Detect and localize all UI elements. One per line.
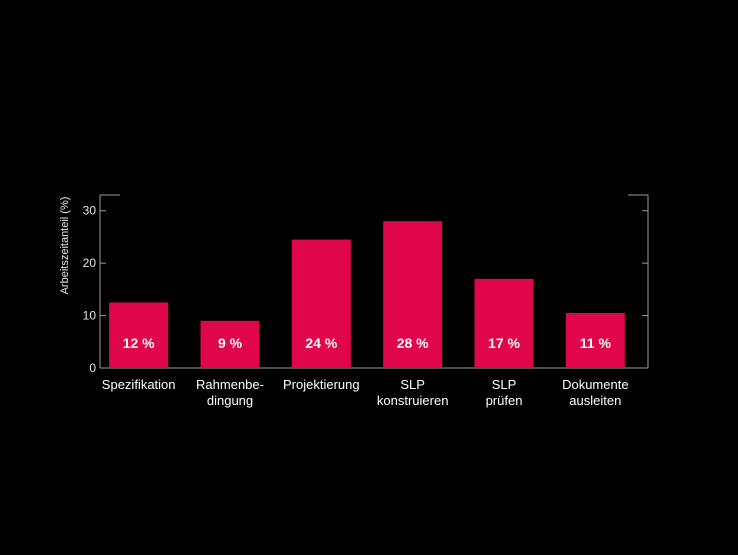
bar [383,221,443,368]
category-label: prüfen [486,393,523,408]
data-label: 17 % [488,335,520,351]
y-axis-label: Arbeitszeitanteil (%) [59,197,71,295]
category-label: dingung [207,393,253,408]
category-label: ausleiten [569,393,621,408]
data-label: 9 % [218,335,243,351]
y-tick-label: 20 [83,256,97,270]
chart-axes [99,194,649,369]
y-tick-label: 30 [83,204,97,218]
data-label: 28 % [397,335,429,351]
data-label: 11 % [580,335,612,351]
category-label: SLP [400,377,425,392]
data-label: 24 % [305,335,337,351]
category-label: SLP [492,377,517,392]
data-label: 12 % [123,335,155,351]
chart-labels: 0 10 20 30 Arbeitszeitanteil (%) 12 % Spezifik… [59,197,629,408]
chart-bars [109,221,625,368]
y-tick-label: 0 [89,361,96,375]
y-tick-label: 10 [83,309,97,323]
category-label: Projektierung [283,377,360,392]
bar [565,312,625,368]
bar [200,320,260,368]
category-label: Spezifikation [102,377,176,392]
category-label: Rahmenbe- [196,377,264,392]
bar [109,302,169,368]
bar [474,278,534,368]
category-label: Dokumente [562,377,628,392]
bar [291,239,351,368]
category-label: konstruieren [377,393,449,408]
